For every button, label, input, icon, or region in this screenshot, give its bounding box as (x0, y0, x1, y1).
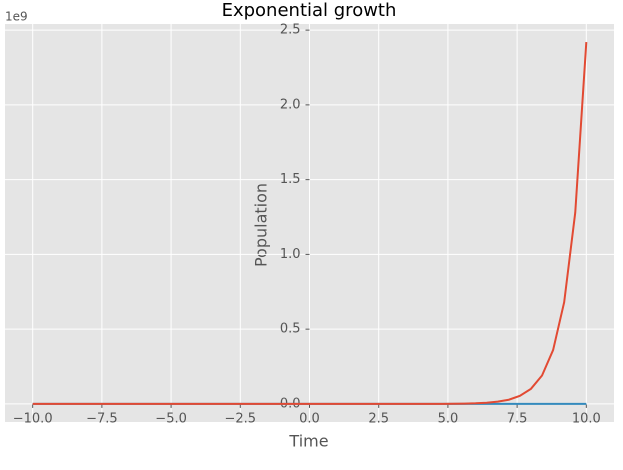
y-tick-label: 2.5 (280, 23, 301, 38)
offset-text: 1e9 (5, 10, 28, 24)
x-tick-label: 0.0 (299, 411, 320, 426)
x-tick-label: 2.5 (368, 411, 389, 426)
x-tick-label: 5.0 (438, 411, 459, 426)
x-tick-label: −5.0 (155, 411, 187, 426)
x-axis-label: Time (288, 432, 328, 451)
y-tick-label: 1.0 (280, 247, 301, 262)
y-tick-label: 1.5 (280, 172, 301, 187)
line-series (32, 42, 588, 405)
y-tick-label: 2.0 (280, 97, 301, 112)
y-axis-label: Population (252, 183, 271, 267)
y-tick-label: 0.5 (280, 322, 301, 337)
x-tick-label: −2.5 (225, 411, 257, 426)
x-tick-label: 7.5 (507, 411, 528, 426)
chart-title: Exponential growth (222, 0, 397, 21)
x-tick-label: −10.0 (13, 411, 53, 426)
x-tick-label: 10.0 (572, 411, 601, 426)
x-tick-label: −7.5 (86, 411, 118, 426)
